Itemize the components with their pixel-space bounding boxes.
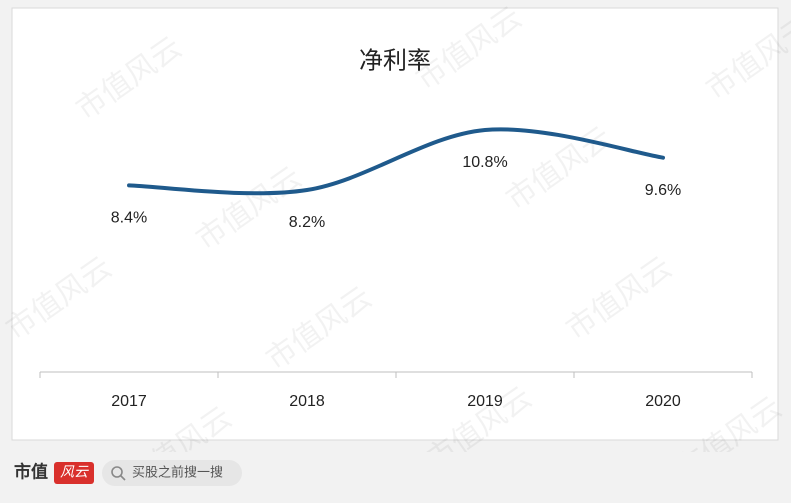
search-text[interactable]: 买股之前搜一搜 [132,464,223,479]
data-label: 8.2% [289,214,325,231]
brand-mark: 风云 [60,464,89,480]
data-label: 10.8% [462,154,507,171]
x-tick-label: 2018 [289,393,325,410]
x-tick-label: 2017 [111,393,147,410]
search-icon-handle [120,475,126,481]
search-icon [111,466,123,478]
search-box[interactable] [102,460,242,486]
data-label: 9.6% [645,182,681,199]
x-tick-label: 2020 [645,393,681,410]
x-tick-label: 2019 [467,393,503,410]
chart-title: 净利率 [359,47,431,74]
brand: 市值 [14,461,48,481]
plot: 2017 8.4% 2018 8.2% 2019 10.8% 2020 9.6% [39,127,753,410]
brand-mark-box [54,462,94,484]
line [127,127,665,196]
chart-box [11,7,779,441]
data-label: 8.4% [111,210,147,227]
